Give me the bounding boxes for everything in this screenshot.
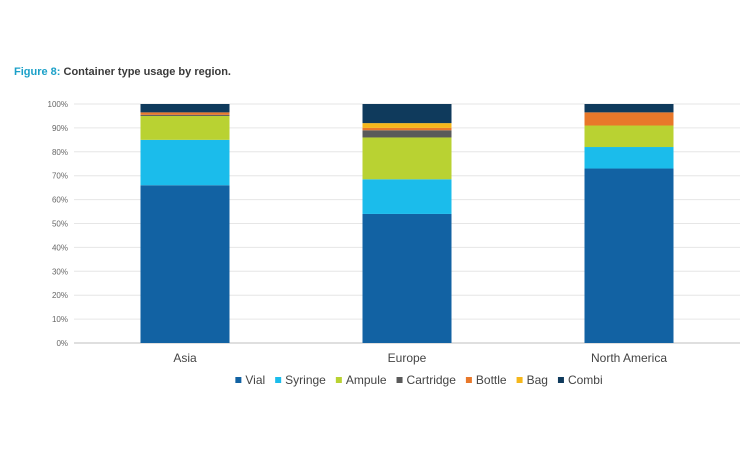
legend-label-vial: Vial: [245, 373, 265, 387]
bar-segment-combi: [140, 104, 230, 113]
bars: [140, 104, 674, 343]
bar-segment-vial: [362, 213, 452, 343]
bar-segment-ampule: [140, 115, 230, 140]
figure-caption: Figure 8: Container type usage by region…: [14, 66, 231, 78]
legend-swatch-vial: [235, 377, 242, 383]
bar-segment-bottle: [584, 112, 674, 126]
legend-swatch-ampule: [335, 377, 342, 383]
bar-segment-combi: [584, 104, 674, 113]
y-tick-label: 50%: [52, 220, 68, 229]
bar-segment-syringe: [584, 147, 674, 169]
x-category-label: Asia: [173, 351, 197, 365]
bar-segment-ampule: [362, 137, 452, 180]
y-tick-label: 10%: [52, 315, 68, 324]
y-axis-ticks: 0% 10% 20% 30% 40% 50% 60% 70% 80% 90% 100%: [48, 100, 68, 348]
y-tick-label: 100%: [48, 100, 68, 109]
x-category-label: Europe: [388, 351, 427, 365]
y-tick-label: 70%: [52, 172, 68, 181]
bar-segment-bottle: [362, 127, 452, 131]
figure-label: Figure 8:: [14, 66, 61, 78]
x-category-label: North America: [591, 351, 667, 365]
bar-segment-cartridge: [140, 114, 230, 116]
bar-segment-syringe: [140, 139, 230, 186]
bar-segment-ampule: [584, 125, 674, 148]
legend-label-combi: Combi: [568, 373, 603, 387]
y-tick-label: 20%: [52, 291, 68, 300]
y-tick-label: 80%: [52, 148, 68, 157]
bar-segment-bottle: [140, 112, 230, 115]
legend-swatch-combi: [557, 377, 564, 383]
y-tick-label: 40%: [52, 243, 68, 252]
legend-swatch-syringe: [275, 377, 282, 383]
legend-swatch-bottle: [465, 377, 472, 383]
y-tick-label: 60%: [52, 196, 68, 205]
legend-label-bag: Bag: [527, 373, 548, 387]
legend: Vial Syringe Ampule Cartridge Bottle Bag Combi: [235, 373, 603, 387]
bar-segment-combi: [362, 104, 452, 124]
y-tick-label: 0%: [56, 339, 68, 348]
x-axis-categories: Asia Europe North America: [173, 351, 667, 365]
legend-label-ampule: Ampule: [346, 373, 387, 387]
figure-title: Container type usage by region.: [63, 66, 231, 78]
y-tick-label: 90%: [52, 124, 68, 133]
bar-segment-cartridge: [362, 130, 452, 138]
legend-label-bottle: Bottle: [476, 373, 507, 387]
bar-segment-bag: [362, 123, 452, 128]
bar-segment-vial: [140, 185, 230, 343]
y-tick-label: 30%: [52, 267, 68, 276]
bar-segment-vial: [584, 168, 674, 343]
legend-label-cartridge: Cartridge: [407, 373, 457, 387]
bar-segment-syringe: [362, 179, 452, 214]
legend-swatch-cartridge: [396, 377, 403, 383]
legend-label-syringe: Syringe: [285, 373, 326, 387]
legend-swatch-bag: [516, 377, 523, 383]
